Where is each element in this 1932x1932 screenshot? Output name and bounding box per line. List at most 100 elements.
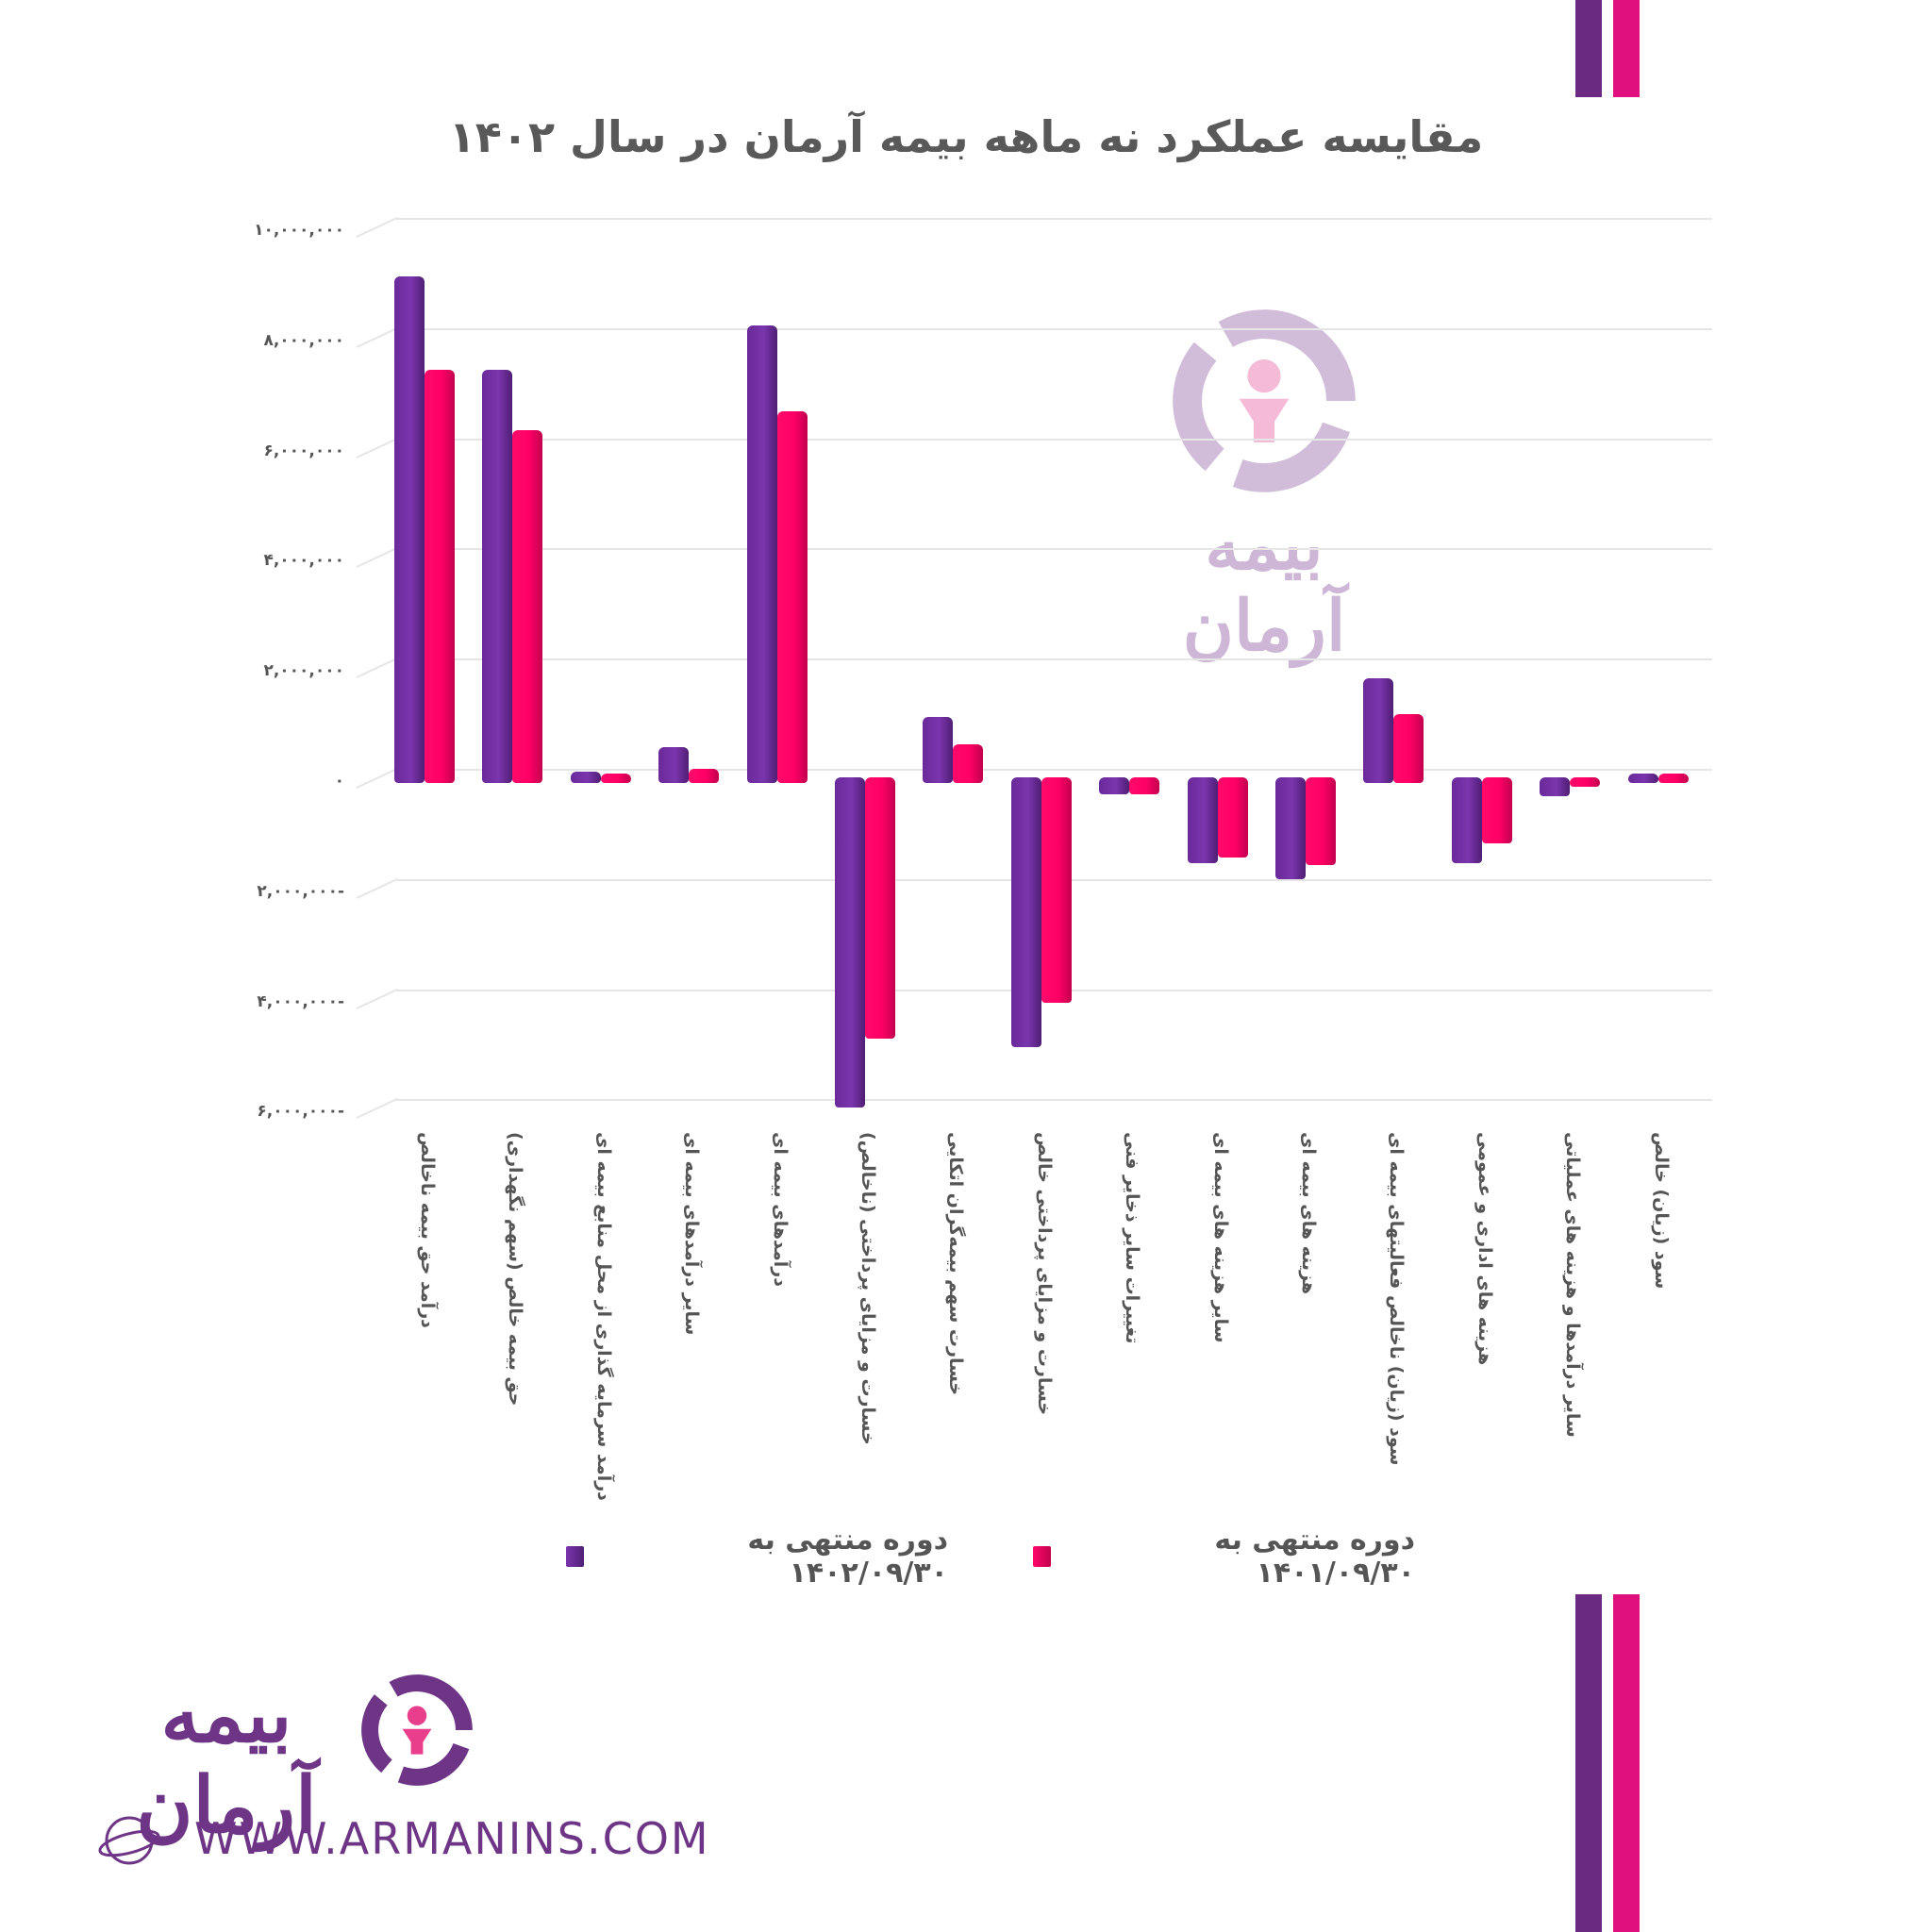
globe-icon — [98, 1816, 160, 1865]
y-axis-tick-label: ۶,۰۰۰,۰۰۰ — [263, 441, 344, 460]
legend-swatch-1402 — [566, 1546, 585, 1567]
chart-legend: دوره منتهی به ۱۴۰۱/۰۹/۳۰ دوره منتهی به ۱… — [566, 1524, 1415, 1590]
gridline-depth — [356, 988, 398, 1009]
bar-1402-11 — [1275, 777, 1306, 880]
bar-1402-4 — [658, 747, 690, 783]
brand-logo-icon — [361, 1674, 473, 1786]
brand-name-watermark: بیمه آرمان — [1182, 505, 1346, 667]
category-label-text: درآمدهای بیمه ای — [769, 1132, 791, 1287]
bar-1401-13 — [1481, 777, 1512, 844]
category-label-text: تغییرات سایر ذخایر فنی — [1122, 1132, 1143, 1344]
gridline — [396, 548, 1712, 551]
y-axis-tick-label: ۶,۰۰۰,۰۰۰- — [257, 1102, 344, 1122]
website-link[interactable]: WWW.ARMANINS.COM — [194, 1813, 710, 1864]
y-axis-tick-label: ۰ — [334, 772, 344, 791]
category-label-text: سود (زیان) ناخالص فعالیتهای بیمه ای — [1386, 1132, 1407, 1466]
legend-label-1401: دوره منتهی به ۱۴۰۱/۰۹/۳۰ — [1214, 1524, 1415, 1590]
x-axis-category-label: سود (زیان) خالص — [1641, 1132, 1672, 1509]
gridline — [396, 438, 1712, 441]
legend-label-1402: دوره منتهی به ۱۴۰۲/۰۹/۳۰ — [747, 1524, 948, 1590]
bar-1401-11 — [1306, 777, 1336, 866]
category-label-text: سایر درآمدها و هزینه های عملیاتی — [1562, 1132, 1584, 1438]
category-label-text: هزینه های بیمه ای — [1298, 1132, 1319, 1295]
legend-swatch-1401 — [1033, 1546, 1052, 1567]
bar-1401-1 — [425, 370, 455, 783]
gridline — [396, 769, 1712, 771]
bar-1401-2 — [512, 430, 543, 783]
bar-1402-15 — [1627, 774, 1658, 783]
bar-1401-12 — [1393, 714, 1424, 783]
y-axis-tick-label: ۲,۰۰۰,۰۰۰- — [257, 881, 344, 901]
decor-stripe-purple-bottom — [1575, 1594, 1602, 1932]
category-label-text: حق بیمه خالص (سهم نگهداری) — [505, 1132, 526, 1407]
footer-brand-name: بیمه آرمان — [136, 1670, 317, 1851]
category-label-text: درآمد حق بیمه ناخالص — [417, 1132, 438, 1328]
y-axis-tick-label: ۱۰,۰۰۰,۰۰۰ — [254, 221, 344, 240]
bar-1402-5 — [746, 325, 777, 783]
x-axis-category-label: هزینه های اداری و عمومی — [1465, 1132, 1495, 1509]
bar-1401-8 — [1041, 777, 1072, 1004]
bar-1402-3 — [570, 772, 601, 783]
bar-1402-8 — [1010, 777, 1041, 1048]
bar-1401-6 — [865, 777, 895, 1040]
bar-1401-9 — [1129, 777, 1160, 794]
gridline — [396, 1099, 1712, 1102]
bar-1402-1 — [394, 275, 425, 783]
legend-item-1401: دوره منتهی به ۱۴۰۱/۰۹/۳۰ — [1033, 1524, 1415, 1590]
gridline — [396, 218, 1712, 220]
category-label-text: خسارت سهم بیمه‌گران اتکایی — [945, 1132, 967, 1396]
x-axis-category-label: سایر درآمدها و هزینه های عملیاتی — [1553, 1132, 1583, 1509]
bar-1401-10 — [1217, 777, 1248, 858]
x-axis-category-label: خسارت و مزایای پرداختی خالص — [1024, 1132, 1055, 1509]
category-label-text: سود (زیان) خالص — [1650, 1132, 1672, 1290]
bar-1402-13 — [1451, 777, 1482, 863]
category-label-text: سایر هزینه های بیمه ای — [1209, 1132, 1231, 1343]
bar-1401-4 — [689, 769, 720, 783]
x-axis-category-label: درآمد سرمایه گذاری از محل منابع بیمه ای — [584, 1132, 614, 1509]
bar-1401-5 — [776, 410, 808, 783]
bar-1402-7 — [923, 716, 954, 783]
bar-1401-15 — [1657, 774, 1689, 783]
gridline — [396, 658, 1712, 661]
y-axis-tick-label: ۴,۰۰۰,۰۰۰- — [257, 991, 344, 1011]
decor-stripe-pink-top — [1613, 0, 1640, 97]
gridline-depth — [356, 877, 398, 899]
x-axis-category-label: سایر درآمدهای بیمه ای — [672, 1132, 702, 1509]
x-axis-category-label: سایر هزینه های بیمه ای — [1201, 1132, 1231, 1509]
x-axis-category-label: تغییرات سایر ذخایر فنی — [1112, 1132, 1142, 1509]
category-label-text: خسارت و مزایای پرداختی (ناخالص) — [858, 1132, 878, 1445]
gridline-depth — [356, 657, 398, 679]
category-label-text: سایر درآمدهای بیمه ای — [681, 1132, 703, 1336]
x-axis-category-label: درآمدهای بیمه ای — [760, 1132, 791, 1509]
gridline — [396, 327, 1712, 330]
decor-stripe-purple-top — [1575, 0, 1602, 97]
y-axis-tick-label: ۸,۰۰۰,۰۰۰ — [263, 330, 344, 350]
bar-1402-6 — [835, 777, 865, 1108]
gridline-depth — [356, 437, 398, 458]
gridline-depth — [356, 1098, 398, 1120]
bar-1401-7 — [953, 744, 984, 783]
x-axis-category-label: خسارت سهم بیمه‌گران اتکایی — [936, 1132, 966, 1509]
bar-1401-3 — [600, 774, 631, 783]
x-axis-category-label: سود (زیان) ناخالص فعالیتهای بیمه ای — [1376, 1132, 1407, 1509]
decor-stripe-pink-bottom — [1613, 1594, 1640, 1932]
y-axis-tick-label: ۴,۰۰۰,۰۰۰ — [263, 551, 344, 571]
category-label-text: خسارت و مزایای پرداختی خالص — [1033, 1132, 1055, 1416]
bar-1402-14 — [1540, 777, 1571, 797]
chart-title: مقایسه عملکرد نه ماهه بیمه آرمان در سال … — [448, 111, 1484, 162]
gridline-depth — [356, 767, 398, 789]
x-axis-category-label: درآمد حق بیمه ناخالص — [408, 1132, 438, 1509]
category-label-text: درآمد سرمایه گذاری از محل منابع بیمه ای — [592, 1132, 614, 1501]
y-axis-tick-label: ۲,۰۰۰,۰۰۰ — [263, 661, 344, 681]
x-axis-category-label: هزینه های بیمه ای — [1289, 1132, 1319, 1509]
bar-1401-14 — [1570, 777, 1601, 787]
gridline-depth — [356, 326, 398, 348]
legend-item-1402: دوره منتهی به ۱۴۰۲/۰۹/۳۰ — [566, 1524, 948, 1590]
bar-1402-9 — [1099, 777, 1130, 794]
bar-1402-10 — [1187, 777, 1218, 863]
gridline-depth — [356, 216, 398, 238]
category-label-text: هزینه های اداری و عمومی — [1474, 1132, 1495, 1366]
bar-1402-12 — [1363, 678, 1394, 783]
x-axis-category-label: خسارت و مزایای پرداختی (ناخالص) — [848, 1132, 878, 1509]
